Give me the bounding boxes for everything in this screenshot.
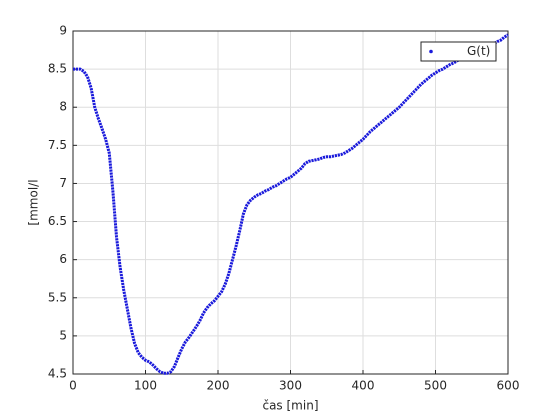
y-tick-label: 7.5 xyxy=(48,138,67,152)
y-tick-label: 8 xyxy=(59,100,67,114)
y-axis-label: [mmol/l xyxy=(27,179,41,225)
x-tick-label: 0 xyxy=(69,379,77,393)
x-axis-label: čas [min] xyxy=(262,399,318,413)
legend-box xyxy=(420,41,497,62)
y-tick-label: 7 xyxy=(59,176,67,190)
legend-label: G(t) xyxy=(467,44,490,58)
x-tick-label: 300 xyxy=(279,379,302,393)
data-line xyxy=(73,33,509,375)
x-tick-label: 500 xyxy=(424,379,447,393)
legend-marker xyxy=(429,49,433,54)
y-tick-label: 6 xyxy=(59,252,67,266)
x-tick-label: 600 xyxy=(497,379,520,393)
y-tick-label: 9 xyxy=(59,24,67,38)
x-tick-label: 200 xyxy=(207,379,230,393)
y-tick-label: 6.5 xyxy=(48,214,67,228)
y-tick-label: 5.5 xyxy=(48,290,67,304)
y-tick-label: 4.5 xyxy=(48,367,67,381)
y-tick-label: 5 xyxy=(59,328,67,342)
x-tick-label: 400 xyxy=(352,379,375,393)
axes-box xyxy=(72,30,509,375)
y-tick-label: 8.5 xyxy=(48,62,67,76)
x-tick-label: 100 xyxy=(134,379,157,393)
